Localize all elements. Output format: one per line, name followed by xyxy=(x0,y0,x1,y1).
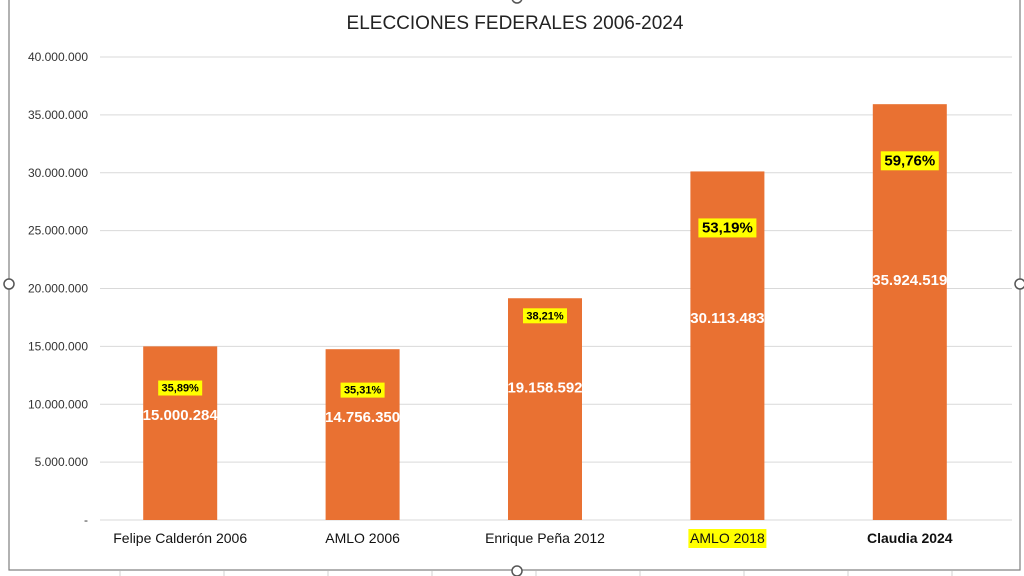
percent-highlight xyxy=(158,380,203,396)
percent-label: 53,19% xyxy=(702,219,753,236)
resize-handle[interactable] xyxy=(511,565,523,576)
bar xyxy=(325,349,400,520)
bars xyxy=(143,104,947,520)
category-highlight xyxy=(688,529,767,548)
y-tick-label: 15.000.000 xyxy=(28,339,88,353)
bar xyxy=(508,298,582,520)
bar xyxy=(143,346,218,520)
y-tick-label: - xyxy=(84,513,88,527)
chart-title: ELECCIONES FEDERALES 2006-2024 xyxy=(347,13,684,34)
resize-handle[interactable] xyxy=(511,0,523,4)
value-label: 15.000.284 xyxy=(143,407,219,424)
x-tick-label: Felipe Calderón 2006 xyxy=(113,530,247,546)
data-labels: 15.000.284 35,89% 14.756.350 35,31% 19.158.5… xyxy=(143,151,947,426)
value-label: 19.158.592 xyxy=(507,379,582,396)
y-tick-label: 35.000.000 xyxy=(28,108,88,122)
x-tick-label: Claudia 2024 xyxy=(867,530,953,546)
y-axis: 40.000.000 35.000.000 30.000.000 25.000.000… xyxy=(28,50,88,527)
percent-highlight xyxy=(880,151,939,171)
percent-highlight xyxy=(523,308,567,324)
x-axis: Felipe Calderón 2006 AMLO 2006 Enrique Peñ… xyxy=(113,529,953,548)
percent-highlight xyxy=(340,382,385,398)
percent-label: 35,31% xyxy=(344,385,382,397)
y-tick-label: 40.000.000 xyxy=(28,50,88,64)
y-tick-label: 5.000.000 xyxy=(35,455,89,469)
percent-label: 35,89% xyxy=(162,383,200,395)
chart-frame xyxy=(3,0,1024,576)
y-tick-label: 25.000.000 xyxy=(28,224,88,238)
y-tick-label: 20.000.000 xyxy=(28,282,88,296)
x-tick-label: AMLO 2018 xyxy=(690,530,765,546)
x-tick-label: Enrique Peña 2012 xyxy=(485,530,605,546)
resize-handle[interactable] xyxy=(1014,278,1024,290)
value-label: 14.756.350 xyxy=(325,409,400,426)
value-label: 35.924.519 xyxy=(872,272,947,289)
x-tick-label: AMLO 2006 xyxy=(325,530,400,546)
resize-handle[interactable] xyxy=(3,278,15,290)
value-label: 30.113.483 xyxy=(690,310,764,327)
y-tick-label: 30.000.000 xyxy=(28,166,88,180)
y-tick-label: 10.000.000 xyxy=(28,397,88,411)
percent-label: 38,21% xyxy=(526,310,564,322)
percent-label: 59,76% xyxy=(884,152,935,169)
bar xyxy=(872,104,947,520)
percent-highlight xyxy=(698,218,757,238)
